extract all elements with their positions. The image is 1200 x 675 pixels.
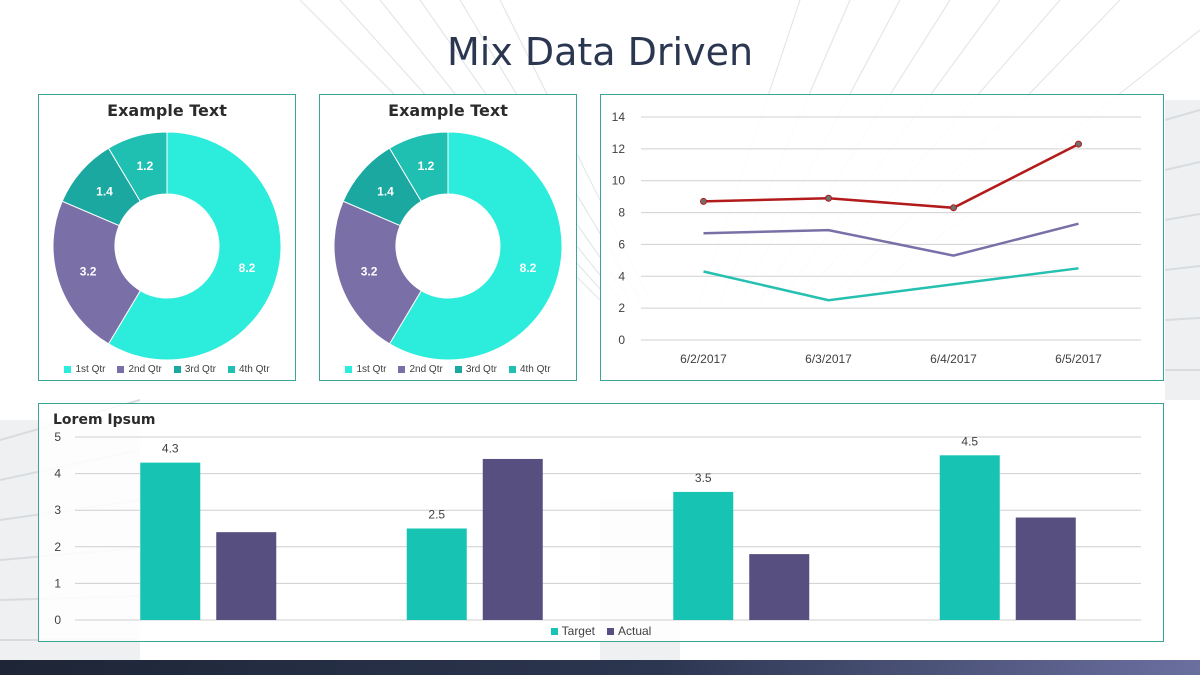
line-point — [700, 197, 707, 205]
line-x-tick: 6/3/2017 — [805, 352, 852, 366]
line-chart-plot: 0 2 4 6 8 10 12 14 6/2/2017 6/3/2017 6/4/2017 6/5/2… — [612, 110, 1141, 366]
bar-actual — [1015, 517, 1076, 620]
legend-swatch — [508, 365, 516, 373]
legend-item: 3rd Qtr — [454, 364, 497, 375]
legend-label: 4th Qtr — [519, 364, 551, 375]
bar-chart-legend: Target Actual — [39, 624, 1163, 638]
legend-item: Target — [550, 624, 595, 638]
donut-slice — [107, 131, 282, 361]
line-y-tick: 2 — [618, 301, 625, 315]
bar-actual — [482, 458, 543, 620]
legend-label: Actual — [618, 624, 652, 638]
line-point — [825, 194, 832, 202]
bar-data-label: 4.5 — [961, 434, 978, 448]
bar-chart: Lorem Ipsum 0 1 2 3 4 5 4.3 2.5 3.5 4.5 Target Act… — [38, 403, 1164, 642]
bar-data-label: 4.3 — [162, 442, 179, 456]
bar-y-tick: 2 — [54, 540, 61, 554]
line-y-tick: 12 — [612, 142, 626, 156]
line-x-tick: 6/5/2017 — [1055, 352, 1102, 366]
bar-chart-title: Lorem Ipsum — [53, 412, 156, 428]
page-title: Mix Data Driven — [446, 30, 754, 74]
bottom-accent-bar — [0, 660, 1200, 675]
line-series-1 — [703, 142, 1080, 210]
legend-item: 3rd Qtr — [173, 364, 216, 375]
legend-label: Target — [561, 624, 595, 638]
bar-actual — [749, 554, 810, 620]
bar-target — [939, 455, 1000, 620]
legend-swatch — [607, 628, 614, 636]
bar-data-label: 2.5 — [428, 508, 445, 522]
legend-item: 2nd Qtr — [117, 364, 162, 375]
line-series-2 — [703, 222, 1079, 257]
donut-data-label: 1.2 — [418, 159, 435, 173]
legend-swatch — [173, 365, 181, 373]
legend-label: 4th Qtr — [238, 364, 270, 375]
legend-swatch — [345, 365, 353, 373]
donut-data-label: 1.4 — [96, 184, 113, 198]
legend-item: 1st Qtr — [64, 364, 105, 375]
legend-label: 3rd Qtr — [184, 364, 216, 375]
donut-slice — [107, 131, 168, 203]
line-x-tick: 6/2/2017 — [680, 352, 727, 366]
line-x-tick: 6/4/2017 — [930, 352, 977, 366]
bar-chart-plot: 0 1 2 3 4 5 4.3 2.5 3.5 4.5 — [54, 430, 1141, 627]
line-y-tick: 6 — [618, 237, 625, 251]
line-y-tick: 14 — [612, 110, 626, 124]
legend-item: 1st Qtr — [345, 364, 386, 375]
line-y-tick: 4 — [618, 269, 625, 283]
donut-2-plot: 8.2 3.2 1.4 1.2 — [333, 131, 563, 361]
donut-2-title: Example Text — [388, 101, 508, 120]
donut-chart-2: Example Text 8.2 3.2 1.4 1.2 1st Qtr 2nd Qtr… — [319, 94, 577, 381]
line-y-tick: 10 — [612, 174, 626, 188]
bar-target — [140, 462, 201, 620]
donut-data-label: 3.2 — [80, 265, 97, 279]
donut-1-title: Example Text — [107, 101, 227, 120]
legend-item: 4th Qtr — [508, 364, 551, 375]
legend-label: 3rd Qtr — [465, 364, 497, 375]
bar-y-tick: 1 — [54, 576, 61, 590]
legend-swatch — [227, 365, 235, 373]
donut-chart-1: Example Text 8.2 3.2 1.4 1.2 1st Qtr 2nd Qtr… — [38, 94, 296, 381]
legend-item: 2nd Qtr — [398, 364, 443, 375]
bar-y-tick: 5 — [54, 430, 61, 444]
legend-swatch — [398, 365, 406, 373]
donut-slice — [388, 131, 449, 203]
donut-data-label: 8.2 — [239, 261, 256, 275]
legend-label: 2nd Qtr — [409, 364, 443, 375]
donut-slice — [388, 131, 563, 361]
donut-data-label: 1.2 — [137, 159, 154, 173]
donut-slice — [52, 200, 142, 345]
line-series-3 — [703, 267, 1079, 302]
bar-y-tick: 0 — [54, 613, 61, 627]
legend-label: 2nd Qtr — [128, 364, 162, 375]
donut-data-label: 8.2 — [520, 261, 537, 275]
line-y-tick: 8 — [618, 206, 625, 220]
legend-label: 1st Qtr — [356, 364, 387, 375]
bar-y-tick: 3 — [54, 503, 61, 517]
legend-label: 1st Qtr — [75, 364, 106, 375]
bar-data-label: 3.5 — [695, 471, 712, 485]
bar-target — [673, 491, 734, 620]
legend-item: 4th Qtr — [227, 364, 270, 375]
bar-y-tick: 4 — [54, 467, 61, 481]
legend-swatch — [117, 365, 125, 373]
line-chart: 0 2 4 6 8 10 12 14 6/2/2017 6/3/2017 6/4/2017 6/5/2… — [600, 94, 1164, 381]
donut-slice — [333, 200, 423, 345]
line-y-tick: 0 — [618, 333, 625, 347]
donut-data-label: 1.4 — [377, 184, 394, 198]
legend-swatch — [64, 365, 72, 373]
bar-actual — [216, 532, 277, 620]
legend-swatch — [454, 365, 462, 373]
legend-item: Actual — [607, 624, 651, 638]
donut-1-plot: 8.2 3.2 1.4 1.2 — [52, 131, 282, 361]
line-point — [1075, 140, 1082, 148]
legend-swatch — [550, 628, 558, 636]
line-point — [950, 204, 957, 212]
bar-target — [406, 528, 467, 620]
donut-data-label: 3.2 — [361, 265, 378, 279]
donut-2-legend: 1st Qtr 2nd Qtr 3rd Qtr 4th Qtr — [320, 364, 576, 375]
donut-1-legend: 1st Qtr 2nd Qtr 3rd Qtr 4th Qtr — [39, 364, 295, 375]
